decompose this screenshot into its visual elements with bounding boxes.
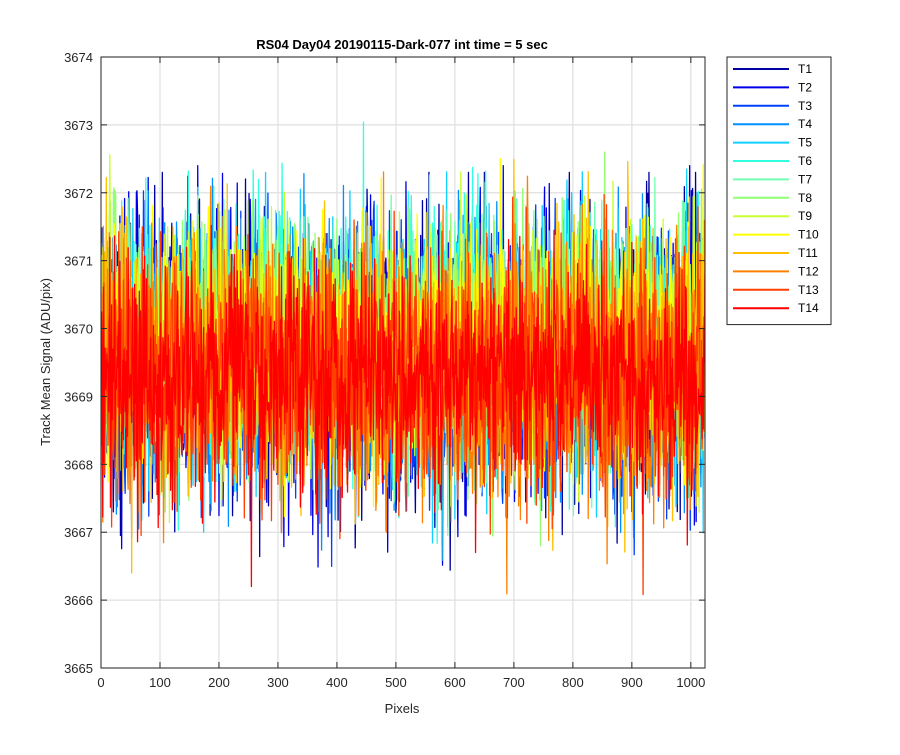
y-tick-label: 3672 — [64, 186, 93, 201]
x-tick-label: 100 — [149, 675, 171, 690]
chart-title: RS04 Day04 20190115-Dark-077 int time = … — [256, 37, 548, 52]
legend-box — [726, 56, 832, 326]
y-tick-label: 3668 — [64, 457, 93, 472]
y-tick-label: 3669 — [64, 389, 93, 404]
x-tick-label: 500 — [385, 675, 407, 690]
x-tick-label: 1000 — [676, 675, 705, 690]
legend-label-t5: T5 — [798, 136, 812, 150]
x-tick-label: 200 — [208, 675, 230, 690]
y-tick-label: 3670 — [64, 322, 93, 337]
legend-label-t4: T4 — [798, 117, 812, 131]
legend-label-t13: T13 — [798, 283, 819, 297]
legend-label-t8: T8 — [798, 191, 812, 205]
series-lines — [101, 121, 705, 596]
legend-label-t10: T10 — [798, 228, 819, 242]
x-tick-label: 300 — [267, 675, 289, 690]
legend-label-t14: T14 — [798, 301, 819, 315]
x-tick-label: 800 — [562, 675, 584, 690]
legend-label-t11: T11 — [798, 246, 818, 260]
legend-label-t9: T9 — [798, 209, 812, 223]
legend-label-t3: T3 — [798, 99, 812, 113]
y-tick-label: 3665 — [64, 661, 93, 676]
x-tick-label: 400 — [326, 675, 348, 690]
y-axis-label: Track Mean Signal (ADU/pix) — [38, 278, 53, 446]
x-tick-label: 900 — [621, 675, 643, 690]
axes-box — [100, 56, 706, 669]
y-tick-label: 3673 — [64, 118, 93, 133]
y-tick-label: 3667 — [64, 525, 93, 540]
legend-label-t2: T2 — [798, 80, 812, 94]
y-tick-label: 3666 — [64, 593, 93, 608]
legend-label-t7: T7 — [798, 172, 812, 186]
x-tick-label: 600 — [444, 675, 466, 690]
plot-area: 0 100 200 300 400 500 600 700 800 900 1000 3665 3666… — [64, 50, 706, 690]
x-tick-label: 0 — [97, 675, 104, 690]
legend-label-t1: T1 — [798, 62, 812, 76]
y-tick-label: 3671 — [64, 254, 93, 269]
legend-label-t12: T12 — [798, 264, 819, 278]
series-line-t14 — [101, 224, 705, 588]
legend-label-t6: T6 — [798, 154, 812, 168]
ticks: 0 100 200 300 400 500 600 700 800 900 1000 3665 3666… — [64, 50, 705, 690]
legend: T1 T2 T3 T4 T5 T6 T7 T8 T9 T10 T11 T12 T13 T14 — [726, 56, 832, 326]
x-axis-label: Pixels — [385, 701, 420, 716]
y-tick-label: 3674 — [64, 50, 93, 65]
x-tick-label: 700 — [503, 675, 525, 690]
